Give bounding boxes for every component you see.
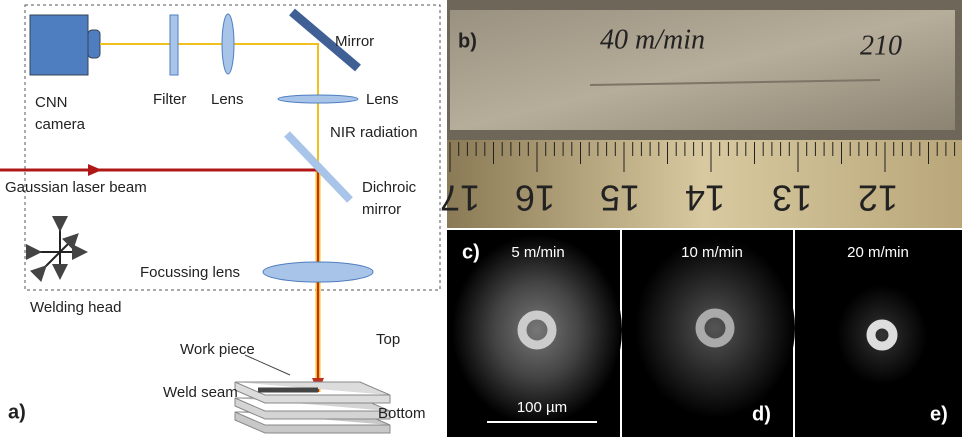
- panel-label: c): [462, 241, 480, 263]
- label: Mirror: [335, 33, 374, 50]
- axes-icon: [38, 228, 84, 276]
- ruler-number: 16: [515, 177, 555, 218]
- ruler-number: 15: [600, 177, 640, 218]
- panel-b: b) 40 m/min 210 17 16 15 14 13 12: [440, 0, 962, 228]
- glow: [837, 285, 927, 385]
- label: Top: [376, 331, 400, 348]
- glow: [635, 238, 795, 418]
- panel-label: e): [930, 403, 948, 425]
- label: mirror: [362, 201, 401, 218]
- scale-label: 100 µm: [517, 399, 567, 416]
- lens: [222, 14, 234, 74]
- label: NIR radiation: [330, 124, 418, 141]
- ruler-number: 14: [685, 177, 725, 218]
- panel-c: 100 µm 5 m/min c): [447, 230, 622, 437]
- panel-label: a): [8, 401, 26, 423]
- ruler-number: 17: [440, 177, 480, 218]
- handwriting: 40 m/min: [600, 24, 705, 55]
- label: Dichroic: [362, 179, 417, 196]
- label: Weld seam: [163, 384, 238, 401]
- ruler-number: 12: [858, 177, 898, 218]
- speed: 5 m/min: [511, 244, 564, 261]
- label: Welding head: [30, 299, 121, 316]
- panel-d: 10 m/min d): [622, 230, 795, 437]
- label: camera: [35, 116, 86, 133]
- panel-label: d): [752, 403, 771, 425]
- figure: CNN camera Filter Lens Mirror Lens NIR r…: [0, 0, 962, 437]
- label: Filter: [153, 91, 186, 108]
- panel-e: 20 m/min e): [795, 230, 962, 437]
- label: CNN: [35, 94, 68, 111]
- lens: [278, 95, 358, 103]
- handwriting: 210: [860, 30, 902, 61]
- label: Lens: [211, 91, 244, 108]
- ruler-number: 13: [772, 177, 812, 218]
- nir-beam: [100, 44, 318, 168]
- leader: [245, 355, 290, 375]
- glow: [452, 235, 622, 425]
- laser-arrow: [88, 164, 102, 176]
- label: Focussing lens: [140, 264, 240, 281]
- label: Bottom: [378, 405, 426, 422]
- panel-a: CNN camera Filter Lens Mirror Lens NIR r…: [0, 5, 440, 433]
- label: Gaussian laser beam: [5, 179, 147, 196]
- panel-label: b): [458, 30, 477, 52]
- focussing-lens: [263, 262, 373, 282]
- camera: [30, 15, 88, 75]
- filter: [170, 15, 178, 75]
- label: Work piece: [180, 341, 255, 358]
- label: Lens: [366, 91, 399, 108]
- camera-lens: [88, 30, 100, 58]
- speed: 20 m/min: [847, 244, 909, 261]
- speed: 10 m/min: [681, 244, 743, 261]
